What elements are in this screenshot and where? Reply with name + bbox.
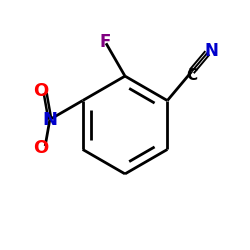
Text: O: O	[33, 82, 48, 100]
Text: O: O	[33, 139, 48, 157]
Text: F: F	[99, 33, 110, 51]
Text: C: C	[186, 68, 197, 84]
Text: N: N	[42, 110, 57, 128]
Text: N: N	[205, 42, 219, 60]
